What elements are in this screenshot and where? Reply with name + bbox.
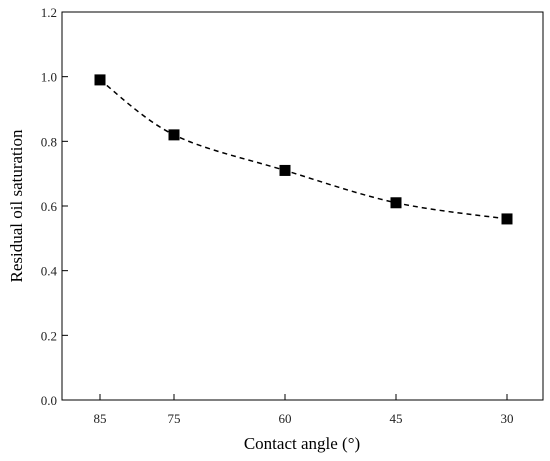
y-axis: 0.0 0.2 0.4 0.6 0.8 1.0 1.2 bbox=[41, 5, 68, 408]
x-tick-label: 75 bbox=[168, 411, 181, 426]
data-point bbox=[279, 164, 291, 176]
x-axis-title: Contact angle (°) bbox=[244, 434, 360, 453]
y-tick-label: 0.0 bbox=[41, 393, 57, 408]
x-tick-label: 30 bbox=[501, 411, 514, 426]
plot-frame bbox=[61, 11, 544, 401]
y-axis-title: Residual oil saturation bbox=[7, 129, 26, 282]
y-tick-label: 0.4 bbox=[41, 264, 58, 279]
y-tick-label: 0.2 bbox=[41, 328, 57, 343]
y-tick-label: 0.8 bbox=[41, 134, 57, 149]
y-tick-label: 1.0 bbox=[41, 70, 57, 85]
x-tick-label: 60 bbox=[279, 411, 292, 426]
x-tick-label: 85 bbox=[94, 411, 107, 426]
y-tick-label: 1.2 bbox=[41, 5, 57, 20]
x-tick-label: 45 bbox=[390, 411, 403, 426]
series-markers bbox=[94, 74, 513, 225]
data-point bbox=[390, 197, 402, 209]
y-tick-label: 0.6 bbox=[41, 199, 58, 214]
data-point bbox=[168, 129, 180, 141]
series-line bbox=[99, 79, 508, 220]
x-axis: 85 75 60 45 30 bbox=[94, 394, 514, 426]
data-point bbox=[501, 213, 513, 225]
data-point bbox=[94, 74, 106, 86]
